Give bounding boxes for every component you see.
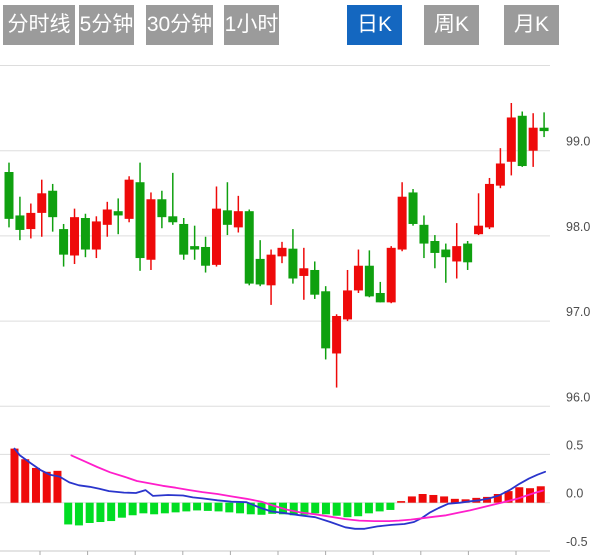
svg-text:96.0: 96.0	[566, 390, 590, 404]
svg-text:99.0: 99.0	[566, 135, 590, 149]
tab-30min[interactable]: 30分钟	[146, 5, 213, 45]
tab-weekly[interactable]: 周K	[424, 5, 479, 45]
svg-text:0.0: 0.0	[566, 487, 583, 501]
macd-histogram	[10, 448, 545, 526]
tab-1hour[interactable]: 1小时	[224, 5, 279, 45]
dea-line	[70, 454, 544, 522]
x-axis-ticks	[39, 551, 517, 555]
svg-text:98.0: 98.0	[566, 220, 590, 234]
svg-text:0.5: 0.5	[566, 438, 583, 452]
candles-series	[4, 102, 549, 388]
svg-text:-0.5: -0.5	[566, 535, 588, 549]
grid-lines	[0, 65, 550, 552]
interval-tab-bar: 分时线 5分钟 30分钟 1小时 日K 周K 月K	[0, 0, 601, 50]
dif-line	[13, 447, 546, 530]
tab-timeline[interactable]: 分时线	[3, 5, 75, 45]
tab-daily[interactable]: 日K	[347, 5, 402, 45]
tab-monthly[interactable]: 月K	[504, 5, 559, 45]
svg-text:97.0: 97.0	[566, 305, 590, 319]
tab-5min[interactable]: 5分钟	[79, 5, 134, 45]
axis-labels: 99.0 98.0 97.0 96.0 0.5 0.0 -0.5	[566, 135, 590, 549]
